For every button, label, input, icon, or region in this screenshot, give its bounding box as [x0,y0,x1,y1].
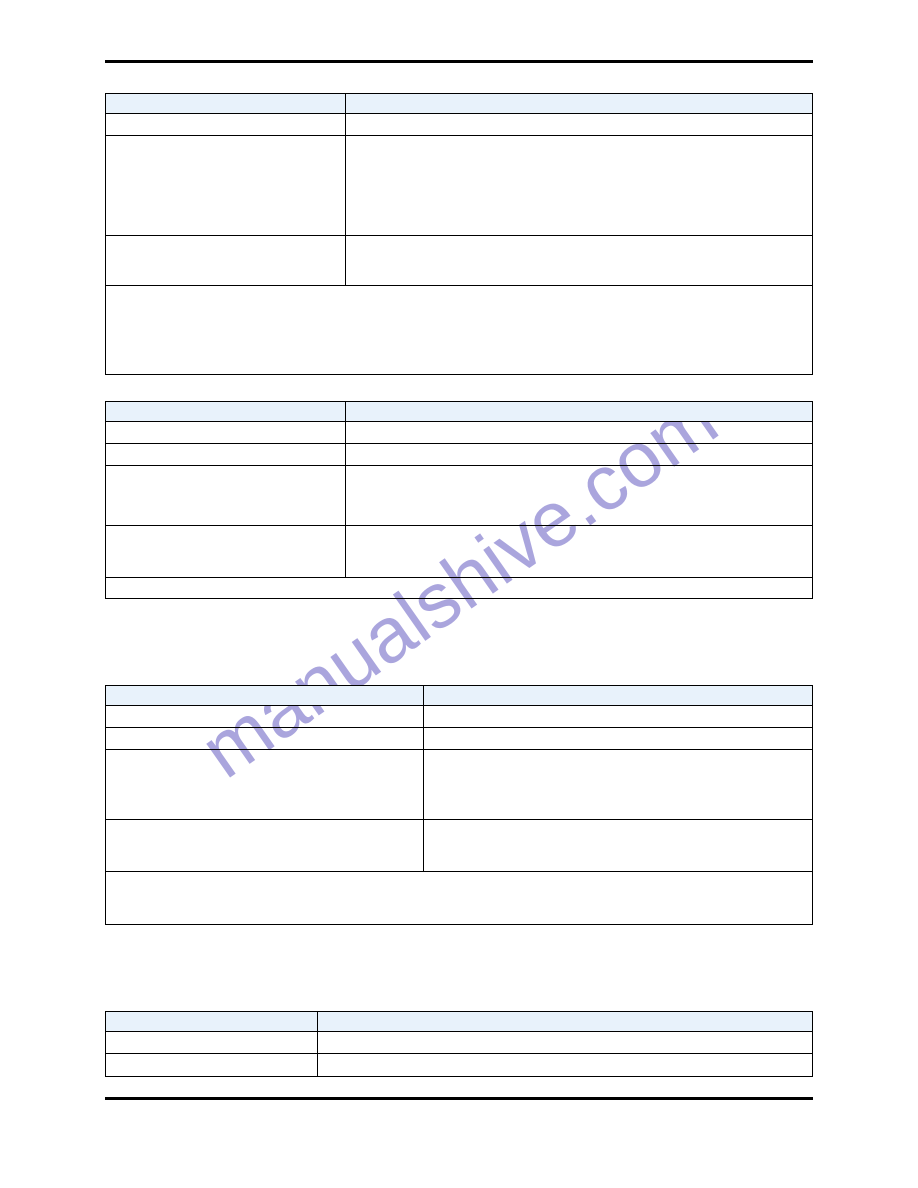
cell-left [106,444,346,465]
table-row [106,286,812,374]
table-3 [105,685,813,925]
cell-right [424,820,812,871]
cell-left [106,728,424,749]
cell-right [424,686,812,705]
cell-left [106,1032,318,1053]
table-2 [105,401,813,599]
table-row [106,466,812,526]
tables-container [105,93,813,1077]
cell-left [106,686,424,705]
cell-right [346,94,812,113]
cell-left [106,422,346,443]
cell-left [106,114,346,135]
cell-left [106,750,424,819]
table-row [106,706,812,728]
cell-left [106,1012,318,1031]
table-header-row [106,1012,812,1032]
cell-right [346,526,812,577]
bottom-rule [105,1097,813,1100]
table-row [106,728,812,750]
table-header-row [106,686,812,706]
table-row [106,422,812,444]
cell-left [106,236,346,285]
cell-left [106,402,346,421]
table-row [106,236,812,286]
table-row [106,444,812,466]
cell-right [346,402,812,421]
table-row [106,750,812,820]
table-4 [105,1011,813,1077]
cell-right [318,1012,812,1031]
table-row [106,872,812,924]
page-content [105,60,813,1100]
cell-right [424,728,812,749]
table-row [106,526,812,578]
cell-right [346,422,812,443]
table-row [106,114,812,136]
table-row [106,1032,812,1054]
cell-left [106,526,346,577]
cell-right [346,136,812,235]
cell-left [106,706,424,727]
cell-right [318,1032,812,1053]
cell-left [106,136,346,235]
table-1 [105,93,813,375]
table-row [106,1054,812,1076]
cell-left [106,1054,318,1076]
cell-right [424,750,812,819]
cell-right [346,236,812,285]
cell-right [424,706,812,727]
cell-right [346,114,812,135]
cell-left [106,466,346,525]
table-row [106,820,812,872]
cell-left [106,820,424,871]
table-header-row [106,94,812,114]
table-row [106,578,812,598]
table-row [106,136,812,236]
cell-right [318,1054,812,1076]
cell-right [346,466,812,525]
top-rule [105,60,813,63]
cell-right [346,444,812,465]
cell-left [106,94,346,113]
table-header-row [106,402,812,422]
